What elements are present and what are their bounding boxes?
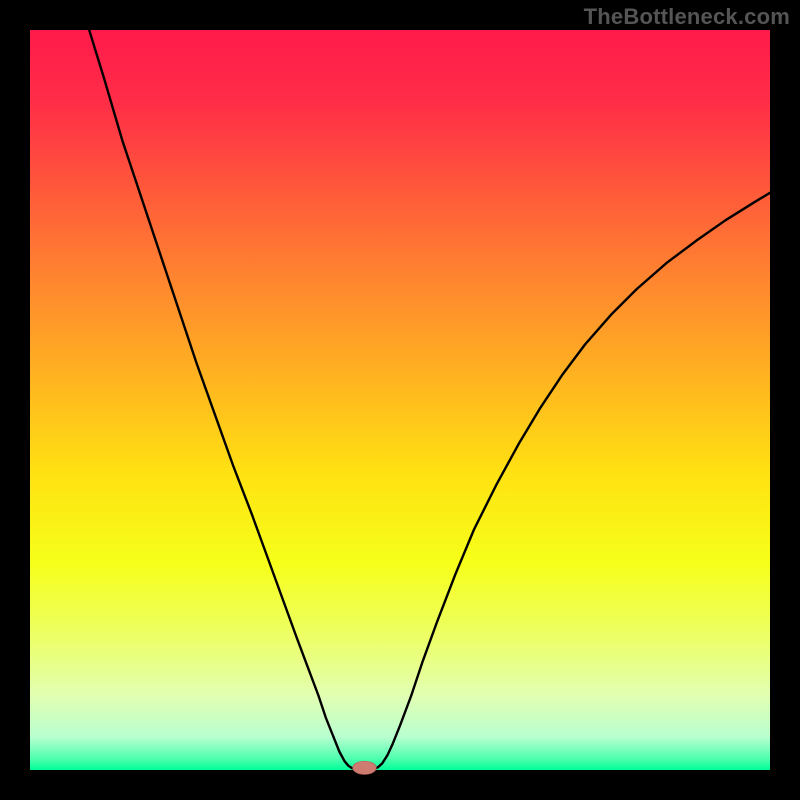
bottleneck-chart	[0, 0, 800, 800]
chart-container: TheBottleneck.com	[0, 0, 800, 800]
watermark-text: TheBottleneck.com	[584, 4, 790, 30]
plot-background	[30, 30, 770, 770]
optimal-point-marker	[353, 761, 377, 774]
